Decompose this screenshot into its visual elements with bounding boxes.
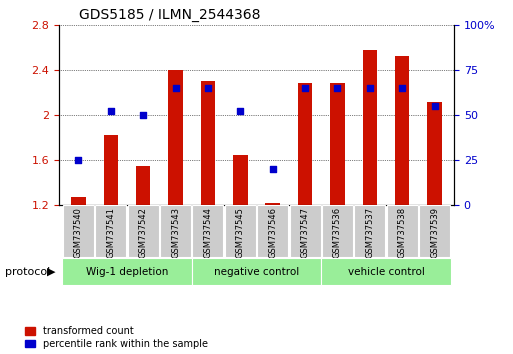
- FancyBboxPatch shape: [63, 205, 94, 257]
- Point: [107, 109, 115, 114]
- FancyBboxPatch shape: [354, 205, 385, 257]
- Point: [398, 85, 406, 91]
- Bar: [233, 155, 248, 205]
- Point: [171, 85, 180, 91]
- Text: GSM737538: GSM737538: [398, 207, 407, 258]
- Text: Wig-1 depletion: Wig-1 depletion: [86, 267, 168, 277]
- Text: negative control: negative control: [214, 267, 299, 277]
- Bar: [330, 84, 345, 205]
- FancyBboxPatch shape: [322, 205, 353, 257]
- Bar: [104, 135, 118, 205]
- FancyBboxPatch shape: [192, 205, 224, 257]
- Point: [74, 157, 83, 163]
- Text: GSM737543: GSM737543: [171, 207, 180, 258]
- FancyBboxPatch shape: [62, 258, 192, 285]
- FancyBboxPatch shape: [160, 205, 191, 257]
- Point: [139, 112, 147, 118]
- FancyBboxPatch shape: [289, 205, 321, 257]
- Text: GDS5185 / ILMN_2544368: GDS5185 / ILMN_2544368: [79, 8, 260, 22]
- FancyBboxPatch shape: [321, 258, 451, 285]
- Point: [430, 103, 439, 109]
- Text: vehicle control: vehicle control: [348, 267, 424, 277]
- FancyBboxPatch shape: [95, 205, 126, 257]
- Text: ▶: ▶: [47, 267, 56, 277]
- Bar: [363, 50, 377, 205]
- Bar: [201, 81, 215, 205]
- Text: protocol: protocol: [5, 267, 50, 277]
- Text: GSM737537: GSM737537: [365, 207, 374, 258]
- FancyBboxPatch shape: [225, 205, 256, 257]
- Text: GSM737546: GSM737546: [268, 207, 277, 258]
- Text: GSM737544: GSM737544: [204, 207, 212, 258]
- Bar: [265, 203, 280, 205]
- Bar: [298, 84, 312, 205]
- FancyBboxPatch shape: [128, 205, 159, 257]
- Point: [204, 85, 212, 91]
- FancyBboxPatch shape: [192, 258, 321, 285]
- Point: [333, 85, 342, 91]
- Point: [301, 85, 309, 91]
- Bar: [427, 102, 442, 205]
- Bar: [395, 56, 409, 205]
- Point: [269, 166, 277, 172]
- Text: GSM737542: GSM737542: [139, 207, 148, 258]
- FancyBboxPatch shape: [257, 205, 288, 257]
- Text: GSM737541: GSM737541: [106, 207, 115, 258]
- Text: GSM737540: GSM737540: [74, 207, 83, 258]
- Text: GSM737539: GSM737539: [430, 207, 439, 258]
- Text: GSM737547: GSM737547: [301, 207, 309, 258]
- Legend: transformed count, percentile rank within the sample: transformed count, percentile rank withi…: [25, 326, 208, 349]
- Bar: [168, 70, 183, 205]
- Text: GSM737536: GSM737536: [333, 207, 342, 258]
- Point: [366, 85, 374, 91]
- Point: [236, 109, 244, 114]
- Bar: [71, 198, 86, 205]
- Text: GSM737545: GSM737545: [236, 207, 245, 258]
- Bar: [136, 166, 150, 205]
- FancyBboxPatch shape: [387, 205, 418, 257]
- FancyBboxPatch shape: [419, 205, 450, 257]
